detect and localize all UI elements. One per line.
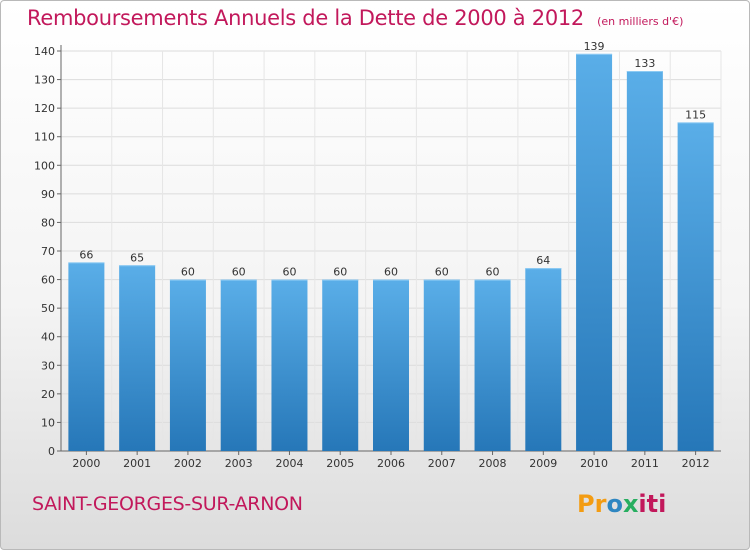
y-tick-label: 30 bbox=[41, 359, 55, 372]
chart-title: Remboursements Annuels de la Dette de 20… bbox=[27, 6, 584, 30]
chart-unit: (en milliers d'€) bbox=[597, 15, 684, 28]
y-tick-label: 130 bbox=[34, 74, 55, 87]
data-label: 60 bbox=[486, 266, 500, 279]
logo-part-2: o bbox=[606, 490, 623, 518]
x-tick-label: 2000 bbox=[72, 457, 100, 470]
labels: 0 10 20 30 40 50 60 70 80 90 100 110 120 130 140 66 2000… bbox=[34, 40, 710, 470]
bars bbox=[68, 53, 714, 451]
y-tick-label: 120 bbox=[34, 102, 55, 115]
x-tick-label: 2009 bbox=[529, 457, 557, 470]
y-tick-label: 50 bbox=[41, 302, 55, 315]
data-label: 60 bbox=[333, 266, 347, 279]
x-tick-label: 2001 bbox=[123, 457, 151, 470]
x-tick-label: 2004 bbox=[275, 457, 303, 470]
data-label: 64 bbox=[536, 254, 550, 267]
data-label: 139 bbox=[584, 40, 605, 53]
data-label: 66 bbox=[79, 248, 93, 261]
place-name: SAINT-GEORGES-SUR-ARNON bbox=[32, 493, 303, 515]
y-tick-label: 100 bbox=[34, 159, 55, 172]
data-label: 60 bbox=[282, 266, 296, 279]
x-tick-label: 2008 bbox=[479, 457, 507, 470]
data-label: 115 bbox=[685, 108, 706, 121]
x-tick-label: 2006 bbox=[377, 457, 405, 470]
bar bbox=[525, 268, 562, 451]
x-tick-label: 2012 bbox=[682, 457, 710, 470]
x-tick-label: 2007 bbox=[428, 457, 456, 470]
x-tick-label: 2003 bbox=[225, 457, 253, 470]
bar bbox=[423, 279, 460, 451]
x-tick-label: 2011 bbox=[631, 457, 659, 470]
logo-part-1: Pr bbox=[577, 490, 607, 518]
logo-part-3: x bbox=[622, 490, 639, 518]
y-tick-label: 70 bbox=[41, 245, 55, 258]
chart-title-block: Remboursements Annuels de la Dette de 20… bbox=[27, 6, 683, 30]
y-tick-label: 140 bbox=[34, 45, 55, 58]
y-tick-label: 90 bbox=[41, 188, 55, 201]
y-tick-label: 10 bbox=[41, 416, 55, 429]
bar bbox=[220, 279, 257, 451]
x-tick-label: 2005 bbox=[326, 457, 354, 470]
y-tick-label: 20 bbox=[41, 388, 55, 401]
bar bbox=[119, 265, 156, 451]
bar bbox=[626, 71, 663, 451]
data-label: 133 bbox=[634, 57, 655, 70]
data-label: 60 bbox=[232, 266, 246, 279]
proxiti-logo[interactable]: Proxiti bbox=[577, 490, 666, 518]
x-tick-label: 2002 bbox=[174, 457, 202, 470]
bar bbox=[322, 279, 359, 451]
bar bbox=[68, 262, 105, 451]
y-tick-label: 80 bbox=[41, 216, 55, 229]
bar bbox=[474, 279, 511, 451]
bar bbox=[169, 279, 206, 451]
bar bbox=[373, 279, 409, 451]
y-tick-label: 40 bbox=[41, 331, 55, 344]
data-label: 60 bbox=[384, 266, 398, 279]
y-tick-label: 60 bbox=[41, 274, 55, 287]
data-label: 60 bbox=[181, 266, 195, 279]
y-tick-label: 110 bbox=[34, 131, 55, 144]
x-tick-label: 2010 bbox=[580, 457, 608, 470]
y-tick-label: 0 bbox=[48, 445, 55, 458]
data-label: 60 bbox=[435, 266, 449, 279]
bar bbox=[677, 122, 714, 451]
bar bbox=[271, 279, 308, 451]
bar bbox=[576, 53, 613, 451]
logo-part-4: iti bbox=[638, 490, 667, 518]
data-label: 65 bbox=[130, 251, 144, 264]
